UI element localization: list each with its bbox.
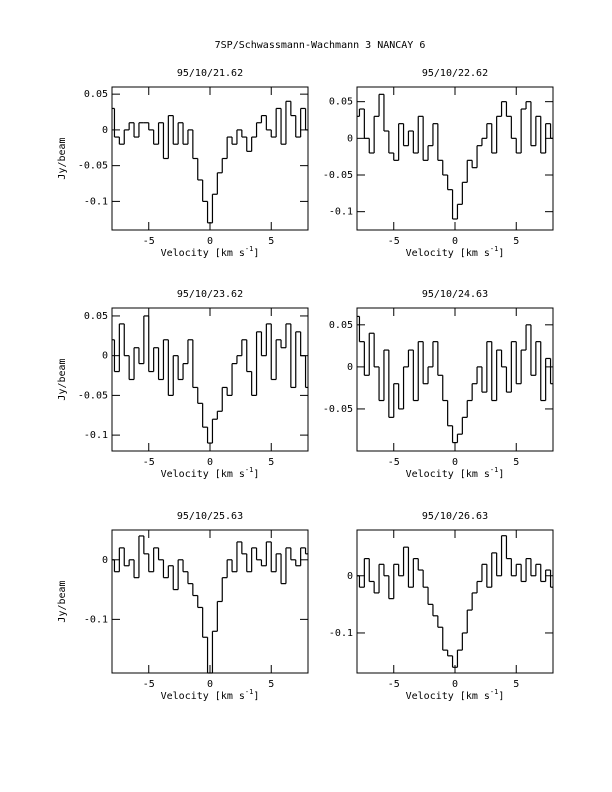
panel-title: 95/10/23.62 — [177, 289, 243, 300]
x-axis-label-close: ] — [253, 691, 259, 702]
y-tick-label: -0.1 — [84, 196, 108, 207]
y-tick-label: 0 — [347, 133, 353, 144]
x-axis-label-text: Velocity [km s — [161, 691, 245, 702]
x-tick-label: 0 — [452, 236, 458, 247]
x-axis-label-text: Velocity [km s — [161, 469, 245, 480]
panel-title: 95/10/25.63 — [177, 511, 243, 522]
x-tick-label: -5 — [143, 679, 155, 690]
y-tick-label: 0 — [102, 351, 108, 362]
x-tick-label: 5 — [268, 236, 274, 247]
y-tick-label: -0.05 — [323, 404, 353, 415]
x-axis-label-close: ] — [498, 691, 504, 702]
panel-title: 95/10/26.63 — [422, 511, 488, 522]
y-axis-label: Jy/beam — [57, 137, 68, 179]
x-axis-label-sup: -1 — [490, 245, 498, 253]
y-tick-label: 0.05 — [84, 89, 108, 100]
x-axis-label-text: Velocity [km s — [406, 691, 490, 702]
y-tick-label: -0.1 — [329, 628, 353, 639]
x-tick-label: 0 — [452, 679, 458, 690]
x-axis-label: Velocity [km s-1] — [406, 245, 505, 259]
x-axis-label: Velocity [km s-1] — [406, 688, 505, 702]
x-tick-label: 0 — [207, 679, 213, 690]
x-tick-label: -5 — [388, 236, 400, 247]
x-axis-label-close: ] — [498, 248, 504, 259]
x-axis-label-text: Velocity [km s — [406, 248, 490, 259]
x-axis-label-sup: -1 — [490, 688, 498, 696]
y-tick-label: -0.05 — [323, 170, 353, 181]
x-tick-label: 5 — [513, 457, 519, 468]
page-title: 7SP/Schwassmann-Wachmann 3 NANCAY 6 — [215, 40, 426, 51]
y-tick-label: 0.05 — [84, 311, 108, 322]
x-axis-label: Velocity [km s-1] — [161, 245, 260, 259]
y-tick-label: -0.1 — [84, 614, 108, 625]
panel-title: 95/10/24.63 — [422, 289, 488, 300]
x-tick-label: 0 — [452, 457, 458, 468]
x-tick-label: -5 — [388, 679, 400, 690]
y-axis-label: Jy/beam — [57, 580, 68, 622]
x-tick-label: 0 — [207, 236, 213, 247]
x-axis-label-sup: -1 — [490, 466, 498, 474]
x-axis-label: Velocity [km s-1] — [161, 688, 260, 702]
panel-title: 95/10/21.62 — [177, 68, 243, 79]
y-axis-label: Jy/beam — [57, 358, 68, 400]
x-axis-label-sup: -1 — [245, 245, 253, 253]
x-axis-label-sup: -1 — [245, 688, 253, 696]
y-tick-label: -0.1 — [329, 207, 353, 218]
x-axis-label: Velocity [km s-1] — [161, 466, 260, 480]
x-tick-label: -5 — [388, 457, 400, 468]
x-tick-label: 5 — [513, 236, 519, 247]
y-tick-label: 0 — [102, 555, 108, 566]
y-tick-label: 0.05 — [329, 97, 353, 108]
x-tick-label: 5 — [513, 679, 519, 690]
x-axis-label-text: Velocity [km s — [406, 469, 490, 480]
x-tick-label: -5 — [143, 457, 155, 468]
x-axis-label: Velocity [km s-1] — [406, 466, 505, 480]
x-tick-label: -5 — [143, 236, 155, 247]
x-axis-label-close: ] — [498, 469, 504, 480]
y-tick-label: 0 — [102, 125, 108, 136]
y-tick-label: -0.1 — [84, 430, 108, 441]
y-tick-label: 0 — [347, 571, 353, 582]
x-axis-label-close: ] — [253, 248, 259, 259]
x-tick-label: 5 — [268, 457, 274, 468]
y-tick-label: -0.05 — [78, 161, 108, 172]
y-tick-label: -0.05 — [78, 390, 108, 401]
y-tick-label: 0 — [347, 362, 353, 373]
y-tick-label: 0.05 — [329, 320, 353, 331]
panel-title: 95/10/22.62 — [422, 68, 488, 79]
x-axis-label-close: ] — [253, 469, 259, 480]
x-tick-label: 5 — [268, 679, 274, 690]
x-axis-label-sup: -1 — [245, 466, 253, 474]
x-axis-label-text: Velocity [km s — [161, 248, 245, 259]
x-tick-label: 0 — [207, 457, 213, 468]
